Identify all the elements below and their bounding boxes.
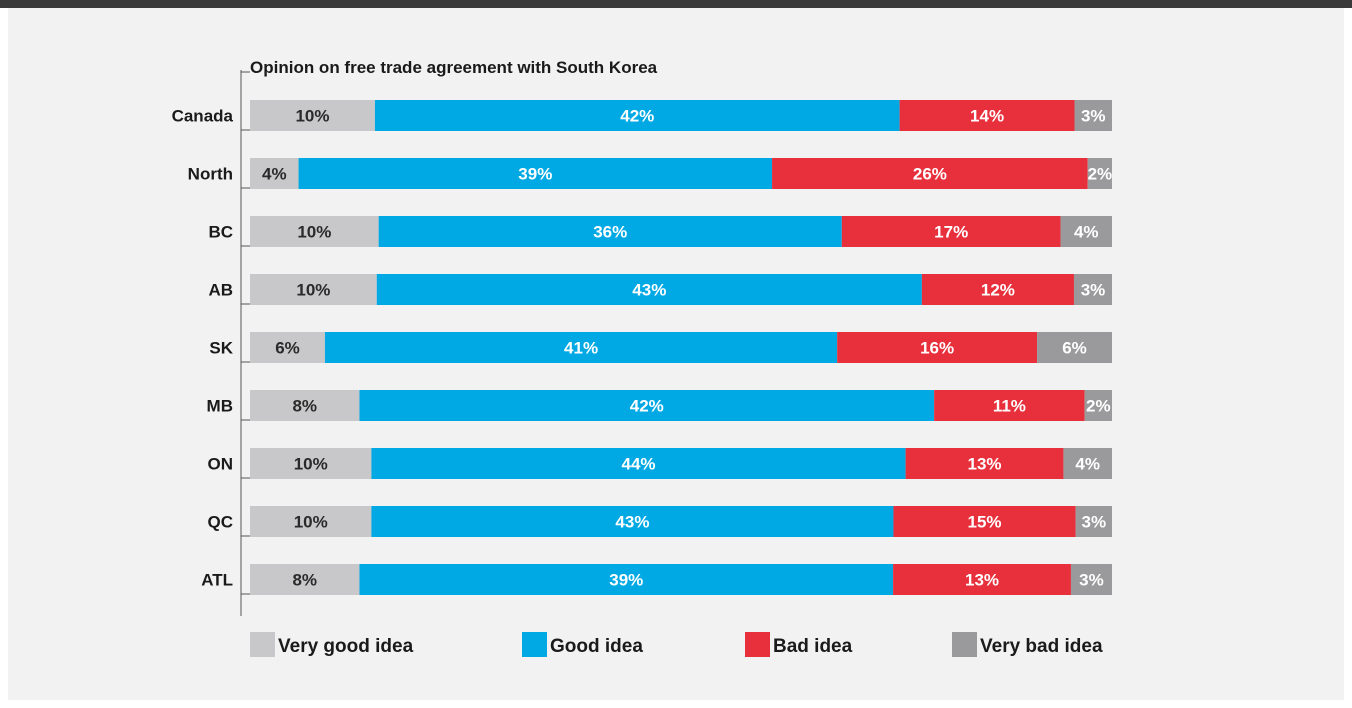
data-label: 43% [615, 513, 649, 532]
data-label: 13% [965, 571, 999, 590]
bar-segment [374, 100, 900, 131]
data-label: 42% [630, 397, 664, 416]
data-label: 6% [1062, 339, 1087, 358]
data-label: 13% [968, 455, 1002, 474]
data-label: 42% [620, 107, 654, 126]
data-label: 10% [295, 107, 329, 126]
data-label: 12% [981, 281, 1015, 300]
legend-swatch [250, 632, 275, 657]
bars: 10% 42% 14% 3% 4% 39% 26% 2% 10% 36% 17% 4% 10% 43% 12… [250, 100, 1112, 595]
bar-segment [250, 390, 360, 421]
data-label: 14% [970, 107, 1004, 126]
data-label: 44% [621, 455, 655, 474]
data-label: 39% [518, 165, 552, 184]
bar-segment [1060, 216, 1112, 247]
bar-segment [324, 332, 838, 363]
data-label: 8% [292, 571, 317, 590]
data-label: 2% [1088, 165, 1113, 184]
bar-segment [376, 274, 922, 305]
bar-segment [359, 564, 894, 595]
legend-label: Very good idea [278, 636, 414, 657]
bar-segment [298, 158, 773, 189]
data-label: 11% [993, 397, 1026, 416]
data-label: 16% [920, 339, 954, 358]
data-label: 6% [275, 339, 300, 358]
category-label: SK [209, 339, 233, 358]
category-label: Canada [172, 107, 234, 126]
bar-segment [921, 274, 1074, 305]
legend: Very good idea Good idea Bad idea Very bad … [250, 632, 1103, 657]
bar-segment [899, 100, 1075, 131]
legend-label: Bad idea [773, 636, 853, 657]
bar-segment [1074, 100, 1112, 131]
data-label: 3% [1079, 571, 1104, 590]
category-label: North [188, 165, 233, 184]
top-rule [0, 0, 1352, 8]
legend-swatch [745, 632, 770, 657]
bar-segment [837, 332, 1038, 363]
bar-segment [841, 216, 1061, 247]
data-label: 41% [564, 339, 598, 358]
data-label: 15% [968, 513, 1002, 532]
bar-segment [250, 506, 372, 537]
data-label: 2% [1086, 397, 1111, 416]
bar-segment [1087, 158, 1112, 189]
bar-segment [250, 216, 379, 247]
legend-label: Good idea [550, 636, 643, 657]
bar-segment [1070, 564, 1112, 595]
bar-segment [250, 274, 377, 305]
bar-segment [1063, 448, 1112, 479]
bar-segment [905, 448, 1064, 479]
bar-segment [250, 100, 375, 131]
bar-segment [1075, 506, 1112, 537]
data-label: 4% [1074, 223, 1099, 242]
chart-title: Opinion on free trade agreement with Sou… [250, 58, 658, 77]
data-label: 10% [294, 455, 328, 474]
data-label: 26% [913, 165, 947, 184]
legend-label: Very bad idea [980, 636, 1103, 657]
bar-segment [371, 448, 906, 479]
legend-swatch [952, 632, 977, 657]
data-label: 3% [1081, 513, 1106, 532]
category-label: AB [208, 281, 233, 300]
bar-segment [250, 158, 299, 189]
data-label: 3% [1081, 281, 1106, 300]
data-label: 3% [1081, 107, 1106, 126]
data-label: 4% [1075, 455, 1100, 474]
data-label: 10% [294, 513, 328, 532]
bar-segment [359, 390, 935, 421]
bar-segment [250, 448, 372, 479]
data-label: 17% [934, 223, 968, 242]
bar-segment [934, 390, 1085, 421]
bar-segment [378, 216, 842, 247]
category-label: ATL [201, 571, 233, 590]
bar-segment [1073, 274, 1112, 305]
category-label: MB [207, 397, 233, 416]
bar-segment [1084, 390, 1112, 421]
data-label: 43% [632, 281, 666, 300]
legend-swatch [522, 632, 547, 657]
bar-segment [893, 506, 1076, 537]
bar-segment [371, 506, 894, 537]
bar-segment [772, 158, 1088, 189]
bar-segment [893, 564, 1071, 595]
data-label: 10% [296, 281, 330, 300]
category-label: QC [208, 513, 234, 532]
data-label: 8% [292, 397, 317, 416]
data-label: 4% [262, 165, 287, 184]
data-label: 36% [593, 223, 627, 242]
category-label: ON [208, 455, 234, 474]
data-label: 39% [609, 571, 643, 590]
data-label: 10% [297, 223, 331, 242]
category-label: BC [208, 223, 233, 242]
bar-segment [250, 564, 360, 595]
category-axis: Canada North BC AB SK MB ON QC ATL [172, 70, 250, 616]
bar-segment [250, 332, 325, 363]
bar-segment [1037, 332, 1112, 363]
